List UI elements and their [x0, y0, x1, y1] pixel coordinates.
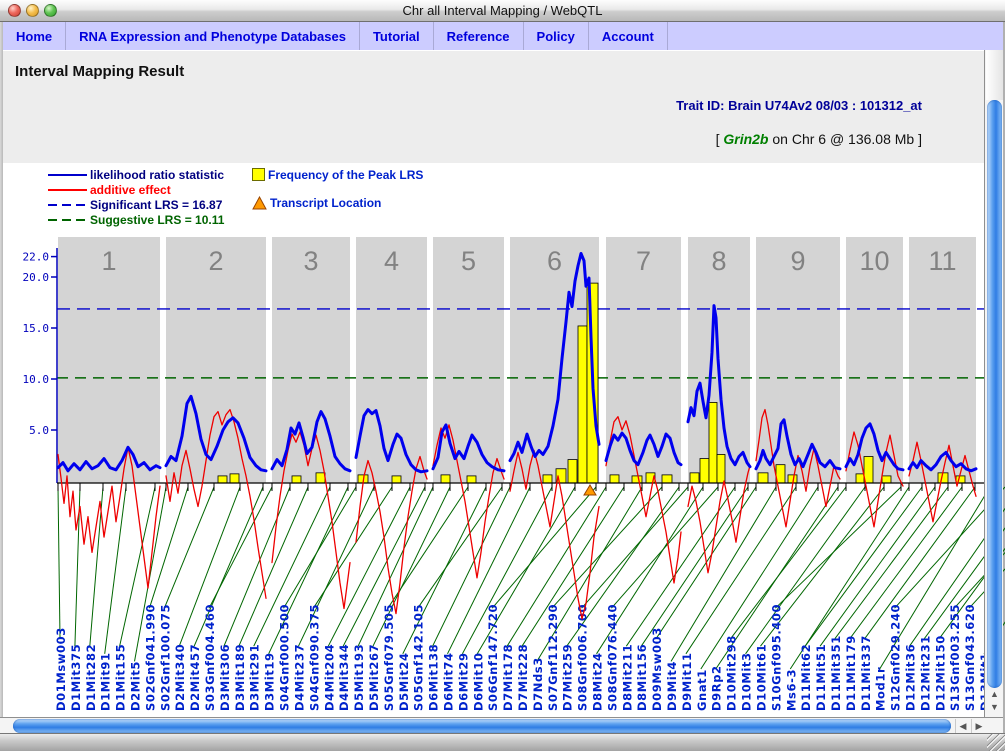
trait-id: Trait ID: Brain U74Av2 08/03 : 101312_at: [676, 98, 922, 113]
nav-databases[interactable]: RNA Expression and Phenotype Databases: [66, 22, 360, 50]
horizontal-scrollbar[interactable]: ◀ ▶: [0, 717, 1003, 733]
navbar: Home RNA Expression and Phenotype Databa…: [3, 22, 1003, 50]
chart-legend: likelihood ratio statistic additive effe…: [48, 167, 548, 231]
page-content: Interval Mapping Result Trait ID: Brain …: [3, 50, 984, 717]
vertical-scrollbar[interactable]: ▲ ▼: [984, 50, 1003, 717]
legend-label-suggestive: Suggestive LRS = 10.11: [90, 213, 224, 227]
window-title: Chr all Interval Mapping / WebQTL: [0, 0, 1005, 21]
nav-reference[interactable]: Reference: [434, 22, 524, 50]
legend-label-significant: Significant LRS = 16.87: [90, 198, 222, 212]
nav-tutorial[interactable]: Tutorial: [360, 22, 434, 50]
significant-line-swatch: [48, 204, 87, 206]
legend-label-lrs: likelihood ratio statistic: [90, 168, 224, 182]
lrs-line-swatch: [48, 174, 87, 176]
trait-locus: [ Grin2b on Chr 6 @ 136.08 Mb ]: [716, 131, 922, 147]
window-titlebar[interactable]: Chr all Interval Mapping / WebQTL: [0, 0, 1005, 22]
legend-label-frequency: Frequency of the Peak LRS: [268, 168, 423, 182]
suggestive-line-swatch: [48, 219, 87, 221]
legend-label-transcript: Transcript Location: [270, 196, 381, 210]
legend-label-additive: additive effect: [90, 183, 171, 197]
browser-window: Chr all Interval Mapping / WebQTL Home R…: [0, 0, 1005, 751]
resize-grip-icon[interactable]: [987, 734, 1005, 751]
horizontal-scrollbar-thumb[interactable]: [13, 719, 951, 733]
scroll-left-icon[interactable]: ◀: [955, 719, 970, 733]
scroll-up-icon[interactable]: ▲: [986, 688, 1003, 701]
nav-policy[interactable]: Policy: [524, 22, 589, 50]
scroll-down-icon[interactable]: ▼: [986, 701, 1003, 714]
vertical-scrollbar-track[interactable]: [986, 50, 1003, 100]
nav-account[interactable]: Account: [589, 22, 668, 50]
vertical-scrollbar-thumb[interactable]: [987, 100, 1002, 688]
gene-symbol[interactable]: Grin2b: [723, 131, 768, 147]
transcript-location-icon: [252, 196, 267, 210]
additive-line-swatch: [48, 189, 87, 191]
window-frame-bottom: [0, 733, 1005, 751]
peak-frequency-swatch: [252, 168, 265, 181]
page-title: Interval Mapping Result: [15, 63, 184, 80]
nav-home[interactable]: Home: [3, 22, 66, 50]
scroll-right-icon[interactable]: ▶: [971, 719, 986, 733]
